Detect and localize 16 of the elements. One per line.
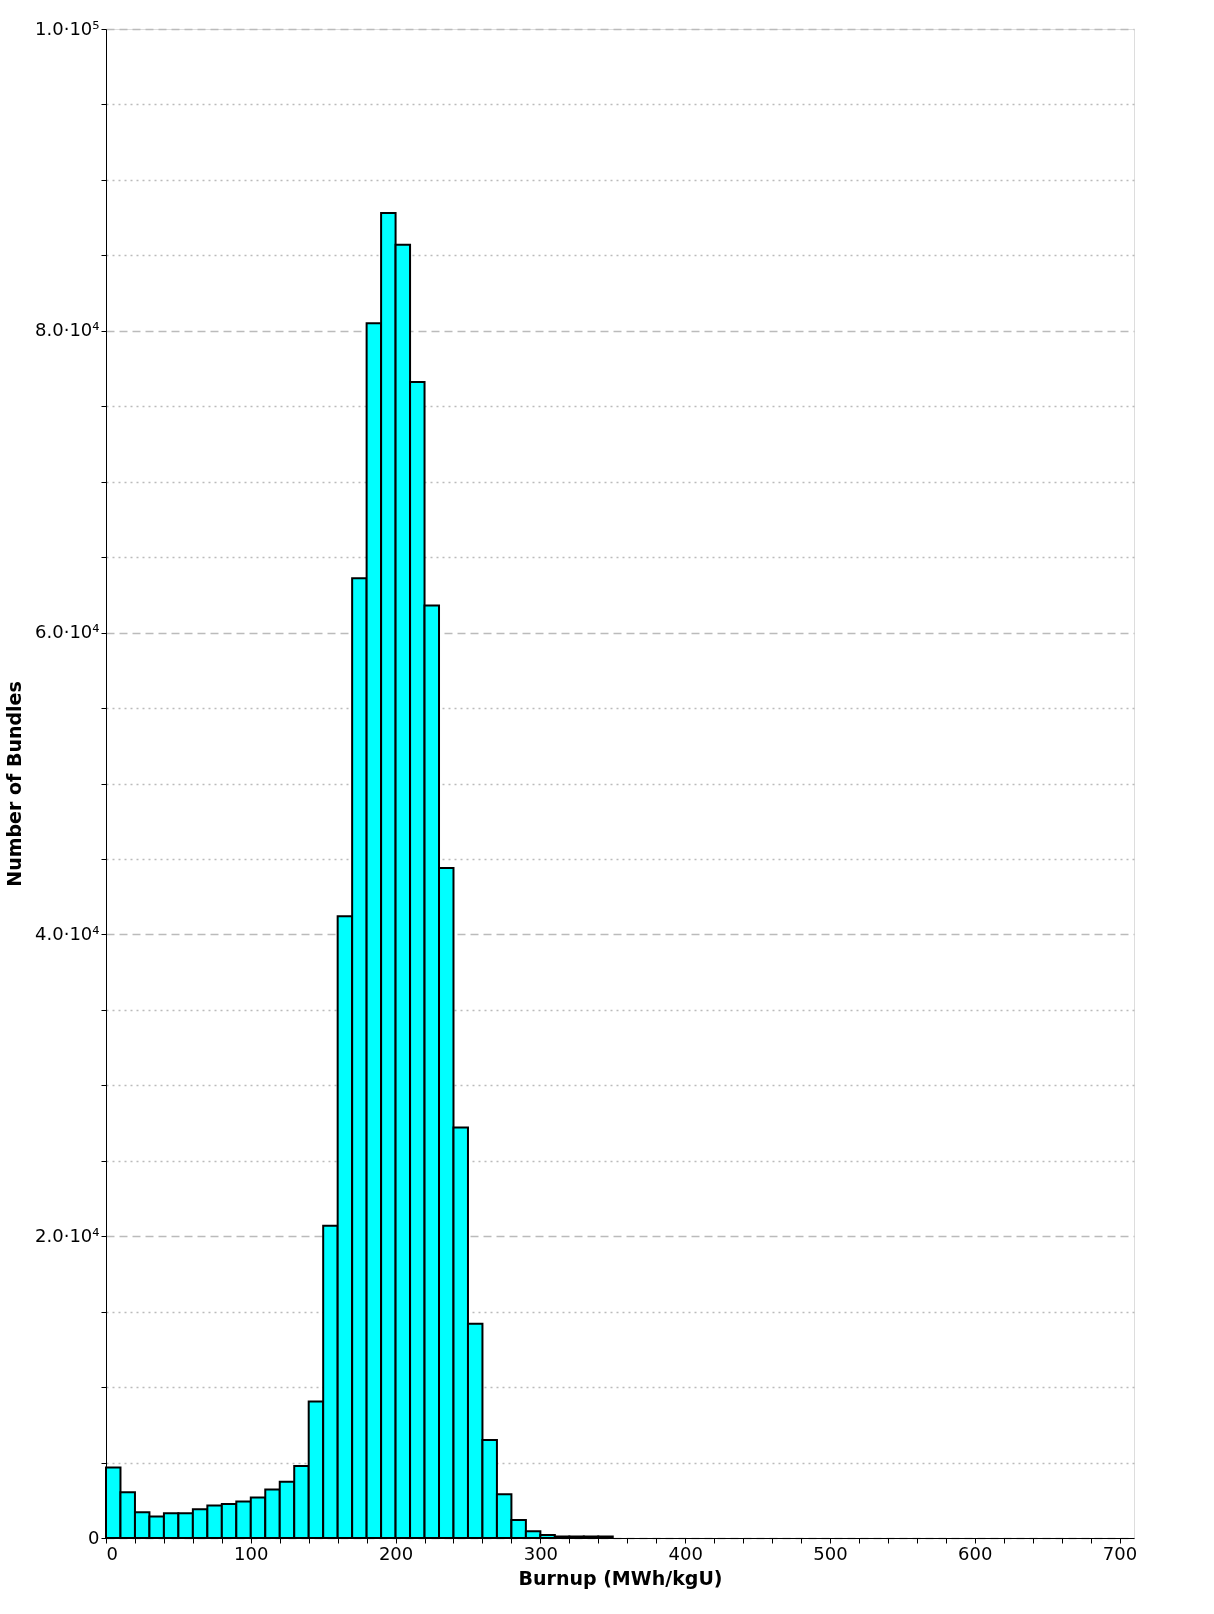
x-tick-label: 600	[958, 1542, 993, 1564]
x-tick-label: 700	[1102, 1542, 1138, 1564]
y-tick-label: 1.0·10⁵	[35, 17, 100, 39]
x-tick-label: 300	[523, 1542, 559, 1564]
y-tick-label: 4.0·10⁴	[35, 922, 100, 944]
x-tick-label: 100	[234, 1542, 269, 1564]
y-tick-label: 6.0·10⁴	[35, 621, 100, 643]
y-tick-label: 0	[88, 1526, 100, 1548]
x-axis-title: Burnup (MWh/kgU)	[518, 1566, 723, 1589]
y-tick-label: 8.0·10⁴	[35, 319, 100, 341]
x-tick-label: 200	[378, 1542, 414, 1564]
y-axis-title: Number of Bundles	[3, 681, 26, 887]
x-tick-label: 500	[813, 1542, 848, 1564]
x-tick-label: 400	[668, 1542, 703, 1564]
x-tick-label: 0	[106, 1542, 118, 1564]
y-tick-label: 2.0·10⁴	[35, 1224, 100, 1246]
